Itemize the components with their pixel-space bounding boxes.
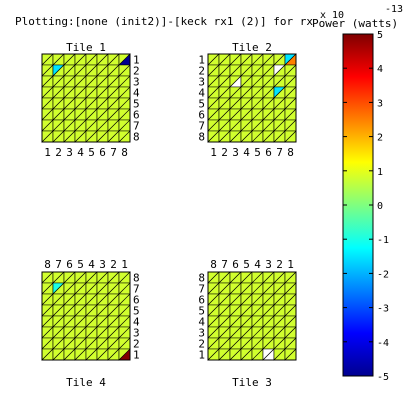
colorbar-tick-label: -4	[377, 338, 389, 349]
tile-title: Tile 3	[232, 376, 272, 389]
colorbar-gradient	[342, 33, 374, 377]
tile-frame	[41, 53, 131, 143]
colorbar-tick-label: 3	[377, 98, 383, 109]
colorbar-tick-label: 1	[377, 167, 383, 178]
col-tick-label: 6	[66, 258, 73, 271]
row-tick-label: 3	[133, 327, 140, 340]
col-tick-label: 7	[221, 258, 228, 271]
col-tick-label: 6	[265, 146, 272, 159]
row-tick-label: 5	[198, 305, 205, 318]
colorbar-tick-label: 5	[377, 30, 383, 41]
row-tick-label: 7	[133, 120, 140, 133]
row-tick-label: 7	[133, 283, 140, 296]
col-tick-label: 8	[44, 258, 51, 271]
col-tick-label: 4	[243, 146, 250, 159]
row-tick-label: 2	[133, 338, 140, 351]
row-tick-label: 5	[198, 98, 205, 111]
row-tick-label: 4	[133, 316, 140, 329]
col-tick-label: 5	[88, 146, 95, 159]
colorbar-exponent: -13	[385, 4, 403, 15]
tile-frame	[207, 53, 297, 143]
col-tick-label: 1	[287, 258, 294, 271]
row-tick-label: 5	[133, 98, 140, 111]
row-tick-label: 1	[198, 349, 205, 362]
row-tick-label: 3	[133, 76, 140, 89]
col-tick-label: 8	[287, 146, 294, 159]
row-tick-label: 4	[198, 316, 205, 329]
row-tick-label: 6	[133, 109, 140, 122]
row-tick-label: 6	[198, 294, 205, 307]
col-tick-label: 5	[243, 258, 250, 271]
col-tick-label: 3	[66, 146, 73, 159]
col-tick-label: 2	[110, 258, 117, 271]
col-tick-label: 4	[88, 258, 95, 271]
col-tick-label: 6	[99, 146, 106, 159]
row-tick-label: 3	[198, 327, 205, 340]
colorbar-exponent-base: x 10	[320, 10, 344, 21]
row-tick-label: 7	[198, 120, 205, 133]
row-tick-label: 6	[133, 294, 140, 307]
row-tick-label: 1	[133, 54, 140, 67]
col-tick-label: 7	[110, 146, 117, 159]
row-tick-label: 8	[133, 131, 140, 144]
col-tick-label: 1	[44, 146, 51, 159]
row-tick-label: 2	[133, 65, 140, 78]
row-tick-label: 1	[133, 349, 140, 362]
colorbar-tick-label: 4	[377, 64, 383, 75]
col-tick-label: 3	[99, 258, 106, 271]
row-tick-label: 8	[133, 272, 140, 285]
colorbar-tick-label: -5	[377, 372, 389, 383]
row-tick-label: 1	[198, 54, 205, 67]
row-tick-label: 5	[133, 305, 140, 318]
colorbar-tick-label: -1	[377, 235, 389, 246]
col-tick-label: 5	[254, 146, 261, 159]
colorbar-tick-label: -2	[377, 269, 389, 280]
row-tick-label: 7	[198, 283, 205, 296]
col-tick-label: 1	[121, 258, 128, 271]
col-tick-label: 2	[221, 146, 228, 159]
col-tick-label: 3	[265, 258, 272, 271]
col-tick-label: 7	[55, 258, 62, 271]
col-tick-label: 4	[77, 146, 84, 159]
colorbar-ticks: 5 4 3 2 1 0 -1 -2 -3 -4 -5	[343, 30, 389, 383]
col-tick-label: 2	[55, 146, 62, 159]
row-tick-label: 2	[198, 65, 205, 78]
row-tick-label: 8	[198, 272, 205, 285]
colorbar-tick-label: -3	[377, 304, 389, 315]
colorbar: x 10 -13 5 4 3 2 1 0 -1 -2 -3 -4 -5	[320, 4, 403, 383]
tile-title: Tile 1	[66, 41, 106, 54]
row-tick-label: 4	[198, 87, 205, 100]
col-tick-label: 1	[210, 146, 217, 159]
colorbar-tick-label: 2	[377, 133, 383, 144]
row-tick-label: 8	[198, 131, 205, 144]
col-tick-label: 5	[77, 258, 84, 271]
col-tick-label: 3	[232, 146, 239, 159]
row-tick-label: 2	[198, 338, 205, 351]
tile-title: Tile 4	[66, 376, 106, 389]
tile-frame	[207, 271, 297, 361]
colorbar-tick-label: 0	[377, 201, 383, 212]
col-tick-label: 7	[276, 146, 283, 159]
col-tick-label: 4	[254, 258, 261, 271]
colorbar-title: Power (watts)	[312, 17, 398, 30]
row-tick-label: 3	[198, 76, 205, 89]
tile-frame	[41, 271, 131, 361]
col-tick-label: 6	[232, 258, 239, 271]
row-tick-label: 4	[133, 87, 140, 100]
col-tick-label: 2	[276, 258, 283, 271]
col-tick-label: 8	[121, 146, 128, 159]
col-tick-label: 8	[210, 258, 217, 271]
tile-title: Tile 2	[232, 41, 272, 54]
row-tick-label: 6	[198, 109, 205, 122]
chart-title: Plotting:[none (init2)]-[keck rx1 (2)] f…	[15, 15, 313, 28]
